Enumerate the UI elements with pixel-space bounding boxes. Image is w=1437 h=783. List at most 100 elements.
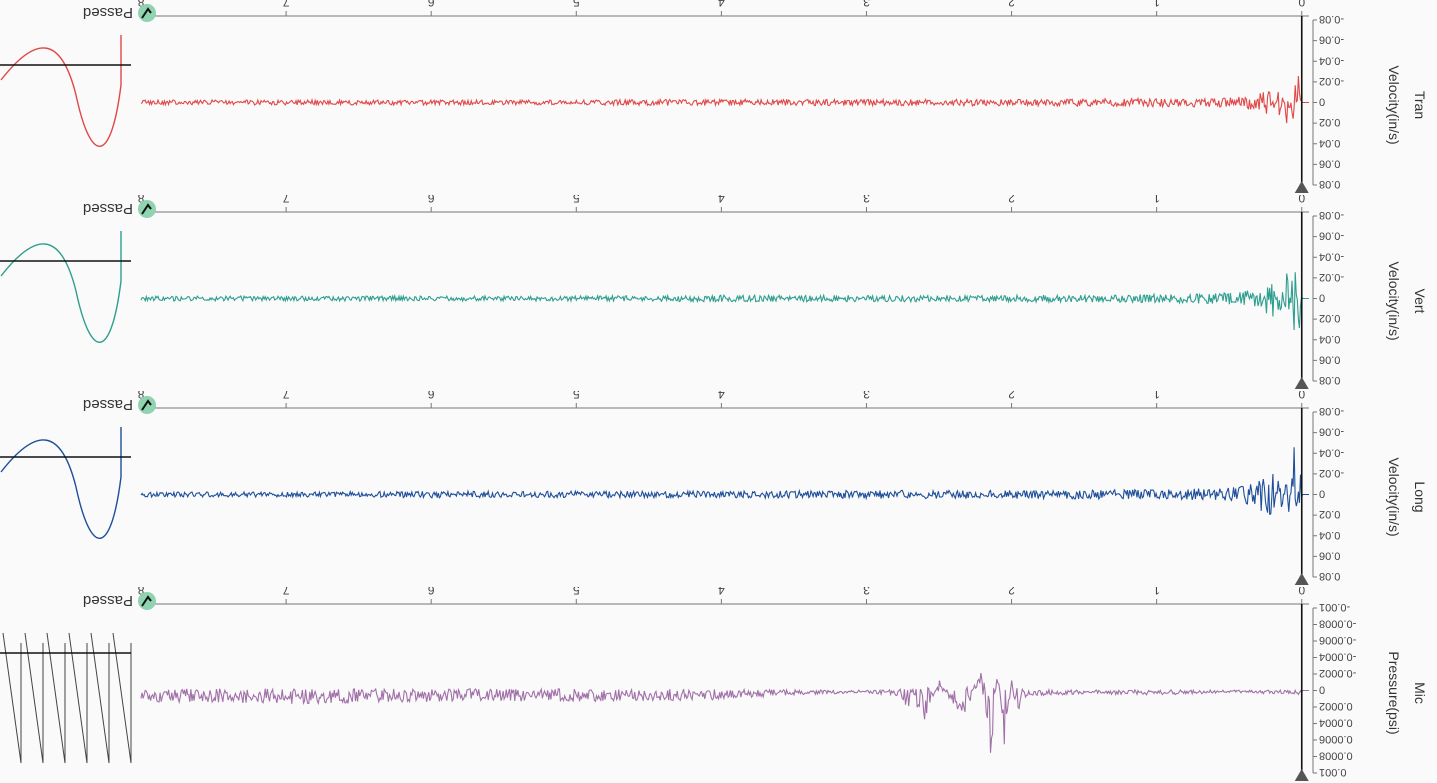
- vert-y-tick-label: 0.06: [1319, 353, 1340, 365]
- vert-check-icon: [138, 200, 156, 218]
- long-y-tick-label: -0.08: [1319, 405, 1344, 417]
- mic-x-tick-label: 4: [718, 587, 725, 597]
- long-status-text: Passed: [83, 396, 133, 413]
- tran-y-tick-label: 0.02: [1319, 116, 1340, 128]
- tran-x-tick-label: 3: [863, 0, 870, 9]
- vert-y-tick-label: -0.06: [1319, 230, 1344, 242]
- mic-channel-panel: Mic Pressure(psi) 0.001 0.0008 0.0006 0.0004 0…: [0, 567, 1437, 783]
- mic-y-tick-label: 0.001: [1319, 766, 1347, 778]
- tran-y-tick-label: 0: [1319, 96, 1325, 108]
- vert-trigger-marker: [1294, 377, 1309, 389]
- long-x-tick-label: 6: [428, 391, 435, 401]
- mic-x-tick-label: 1: [1153, 587, 1160, 597]
- mic-x-tick-label: 3: [863, 587, 870, 597]
- mic-y-tick-label: 0: [1319, 684, 1325, 696]
- mic-y-axis-label: Pressure(psi): [1386, 651, 1402, 734]
- mic-check-icon: [138, 592, 156, 610]
- vert-x-tick-label: 1: [1153, 195, 1160, 205]
- tran-chart: Tran Velocity(in/s) 0.08 0.06 0.04 0.02 0 -0.02…: [0, 0, 1428, 193]
- mic-y-tick-label: 0.0006: [1319, 733, 1353, 745]
- vert-y-tick-label: -0.08: [1319, 209, 1344, 221]
- vert-x-tick-label: 4: [718, 195, 725, 205]
- mic-x-tick-label: 0: [1298, 587, 1305, 597]
- tran-trigger-marker: [1294, 181, 1309, 193]
- vert-trace-series: [140, 272, 1309, 331]
- long-x-tick-label: 3: [863, 391, 870, 401]
- mic-x-tick-label: 5: [573, 587, 580, 597]
- mic-y-tick-label: -0.0008: [1319, 618, 1356, 630]
- mic-y-tick-label: 0.0002: [1319, 700, 1353, 712]
- vert-status-text: Passed: [83, 200, 133, 217]
- tran-y-axis-label: Velocity(in/s): [1386, 65, 1402, 144]
- mic-x-tick-label: 2: [1008, 587, 1015, 597]
- vert-y-tick-label: 0: [1319, 292, 1325, 304]
- tran-x-tick-label: 1: [1153, 0, 1160, 9]
- tran-x-tick-label: 7: [282, 0, 289, 9]
- vert-y-tick-label: -0.04: [1319, 250, 1344, 262]
- tran-x-tick-label: 5: [573, 0, 580, 9]
- mic-chart: Mic Pressure(psi) 0.001 0.0008 0.0006 0.0004 0…: [0, 567, 1428, 781]
- tran-check-icon: [138, 4, 156, 22]
- tran-channel-panel: Tran Velocity(in/s) 0.08 0.06 0.04 0.02 0 -0.02…: [0, 0, 1437, 195]
- mic-y-tick-label: -0.0006: [1319, 634, 1356, 646]
- tran-check-mark: [141, 7, 152, 19]
- vert-x-tick-label: 3: [863, 195, 870, 205]
- long-status-badge: Passed: [83, 396, 156, 414]
- tran-y-tick-label: 0.08: [1319, 178, 1340, 190]
- long-x-tick-label: 7: [282, 391, 289, 401]
- long-x-tick-label: 2: [1008, 391, 1015, 401]
- mic-y-tick-label: -0.0002: [1319, 667, 1356, 679]
- mic-trace-series: [140, 672, 1309, 753]
- vert-y-tick-label: -0.02: [1319, 271, 1344, 283]
- long-channel-label: Long: [1412, 481, 1428, 512]
- tran-y-tick-label: -0.06: [1319, 34, 1344, 46]
- long-y-tick-label: 0: [1319, 488, 1325, 500]
- long-y-tick-label: 0.04: [1319, 529, 1340, 541]
- tran-calibration-pulse: [0, 35, 131, 147]
- vert-x-tick-label: 6: [428, 195, 435, 205]
- long-y-tick-label: -0.06: [1319, 426, 1344, 438]
- tran-x-tick-label: 4: [718, 0, 725, 9]
- vert-calibration-pulse: [0, 231, 131, 343]
- tran-status-badge: Passed: [83, 4, 156, 22]
- mic-status-text: Passed: [83, 592, 133, 609]
- long-channel-panel: Long Velocity(in/s) 0.08 0.06 0.04 0.02 0 -0.02…: [0, 371, 1437, 587]
- vert-chart: Vert Velocity(in/s) 0.08 0.06 0.04 0.02 0 -0.02…: [0, 175, 1428, 389]
- vert-y-tick-label: 0.04: [1319, 333, 1340, 345]
- tran-status-text: Passed: [83, 4, 133, 21]
- tran-x-tick-label: 0: [1298, 0, 1305, 9]
- long-check-icon: [138, 396, 156, 414]
- mic-trigger-marker: [1294, 769, 1309, 781]
- long-calibration-waveform: [0, 427, 122, 539]
- vert-check-mark: [141, 203, 152, 215]
- long-trigger-marker: [1294, 573, 1309, 585]
- long-x-tick-label: 1: [1153, 391, 1160, 401]
- mic-calibration-waveform: [2, 632, 132, 764]
- long-check-mark: [141, 399, 152, 411]
- vert-status-badge: Passed: [83, 200, 156, 218]
- long-y-tick-label: 0.08: [1319, 570, 1340, 582]
- mic-check-mark: [141, 595, 152, 607]
- long-y-tick-label: 0.06: [1319, 549, 1340, 561]
- long-trace-series: [140, 447, 1309, 515]
- vert-channel-panel: Vert Velocity(in/s) 0.08 0.06 0.04 0.02 0 -0.02…: [0, 175, 1437, 391]
- long-x-tick-label: 0: [1298, 391, 1305, 401]
- tran-x-tick-label: 2: [1008, 0, 1015, 9]
- vert-y-axis-label: Velocity(in/s): [1386, 261, 1402, 340]
- long-y-tick-label: -0.02: [1319, 467, 1344, 479]
- vert-y-tick-label: 0.08: [1319, 374, 1340, 386]
- vert-x-tick-label: 0: [1298, 195, 1305, 205]
- mic-y-tick-label: -0.001: [1319, 601, 1350, 613]
- tran-y-tick-label: -0.08: [1319, 13, 1344, 25]
- tran-trace-series: [140, 75, 1309, 124]
- tran-y-tick-label: -0.02: [1319, 75, 1344, 87]
- vert-channel-label: Vert: [1412, 289, 1428, 314]
- vert-x-tick-label: 8: [137, 195, 144, 205]
- vert-x-tick-label: 5: [573, 195, 580, 205]
- mic-y-tick-label: 0.0008: [1319, 750, 1353, 762]
- mic-calibration-pulse: [0, 632, 132, 764]
- tran-y-tick-label: -0.04: [1319, 54, 1344, 66]
- vert-x-tick-label: 7: [282, 195, 289, 205]
- mic-x-tick-label: 6: [428, 587, 435, 597]
